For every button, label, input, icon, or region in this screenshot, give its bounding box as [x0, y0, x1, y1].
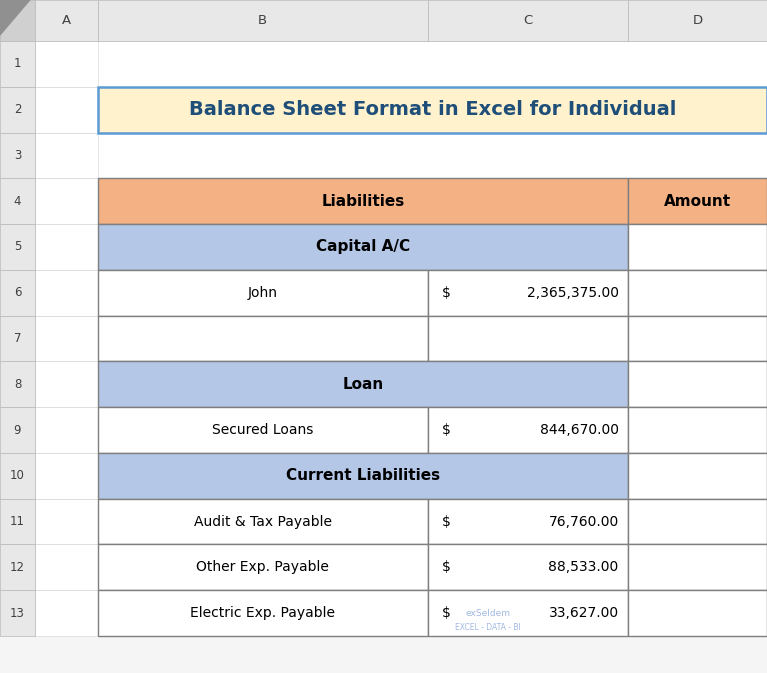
Text: 6: 6	[14, 286, 21, 299]
Text: Secured Loans: Secured Loans	[212, 423, 314, 437]
Bar	[0, 41, 35, 87]
Bar	[98, 544, 428, 590]
Text: 76,760.00: 76,760.00	[548, 515, 619, 528]
Bar	[428, 0, 628, 41]
Bar	[35, 178, 767, 224]
Bar	[628, 453, 767, 499]
Bar	[35, 590, 767, 636]
Bar	[628, 178, 767, 224]
Bar	[628, 361, 767, 407]
Bar	[628, 224, 767, 270]
Bar	[98, 270, 428, 316]
Text: A: A	[62, 14, 71, 27]
Text: EXCEL - DATA - BI: EXCEL - DATA - BI	[455, 623, 521, 633]
Bar	[35, 361, 767, 407]
Bar	[0, 453, 35, 499]
Text: C: C	[523, 14, 532, 27]
Bar	[35, 41, 767, 87]
Text: D: D	[693, 14, 703, 27]
Text: Audit & Tax Payable: Audit & Tax Payable	[194, 515, 332, 528]
Text: 7: 7	[14, 332, 21, 345]
Bar	[0, 407, 35, 453]
Text: 3: 3	[14, 149, 21, 162]
Bar	[428, 544, 628, 590]
Text: 88,533.00: 88,533.00	[548, 561, 619, 574]
Bar	[0, 224, 35, 270]
Text: $: $	[442, 286, 450, 299]
Bar	[628, 544, 767, 590]
Bar	[98, 87, 767, 133]
Text: 11: 11	[10, 515, 25, 528]
Bar	[428, 407, 628, 453]
Text: exSeldem: exSeldem	[466, 608, 510, 618]
Text: $: $	[442, 606, 450, 620]
Bar	[628, 316, 767, 361]
Bar	[98, 316, 428, 361]
Text: 13: 13	[10, 606, 25, 620]
Bar	[0, 499, 35, 544]
Text: Other Exp. Payable: Other Exp. Payable	[196, 561, 329, 574]
Bar	[35, 499, 767, 544]
Text: 9: 9	[14, 423, 21, 437]
Bar	[0, 87, 35, 133]
Bar	[0, 544, 35, 590]
Bar	[0, 178, 35, 224]
Text: 33,627.00: 33,627.00	[548, 606, 619, 620]
Bar	[628, 0, 767, 41]
Bar	[35, 270, 767, 316]
Bar	[98, 590, 428, 636]
Bar	[628, 590, 767, 636]
Bar	[628, 270, 767, 316]
Text: 5: 5	[14, 240, 21, 254]
Bar	[628, 407, 767, 453]
Text: Balance Sheet Format in Excel for Individual: Balance Sheet Format in Excel for Indivi…	[189, 100, 676, 119]
Text: 10: 10	[10, 469, 25, 483]
Text: Liabilities: Liabilities	[321, 194, 404, 209]
Text: Capital A/C: Capital A/C	[316, 240, 410, 254]
Bar	[0, 590, 35, 636]
Text: 2,365,375.00: 2,365,375.00	[527, 286, 619, 299]
Bar	[0, 361, 35, 407]
Bar	[0, 316, 35, 361]
Text: Current Liabilities: Current Liabilities	[286, 468, 440, 483]
Bar	[98, 453, 628, 499]
Bar	[98, 407, 428, 453]
Text: 844,670.00: 844,670.00	[540, 423, 619, 437]
Polygon shape	[0, 0, 30, 35]
Bar	[98, 361, 628, 407]
Text: 2: 2	[14, 103, 21, 116]
Bar	[35, 407, 767, 453]
Bar	[0, 133, 35, 178]
Text: Loan: Loan	[342, 377, 384, 392]
Text: B: B	[258, 14, 268, 27]
Text: Amount: Amount	[664, 194, 731, 209]
Bar	[428, 499, 628, 544]
Text: 8: 8	[14, 378, 21, 391]
Bar	[35, 87, 767, 133]
Text: Electric Exp. Payable: Electric Exp. Payable	[190, 606, 335, 620]
Bar	[98, 499, 428, 544]
Bar	[35, 544, 767, 590]
Text: 12: 12	[10, 561, 25, 574]
Bar	[98, 0, 428, 41]
Text: $: $	[442, 423, 450, 437]
Bar	[35, 0, 98, 41]
Bar	[35, 453, 767, 499]
Bar	[0, 0, 35, 41]
Bar	[428, 590, 628, 636]
Bar	[98, 224, 628, 270]
Text: 4: 4	[14, 194, 21, 208]
Text: $: $	[442, 515, 450, 528]
Bar	[628, 499, 767, 544]
Bar	[98, 178, 628, 224]
Text: John: John	[248, 286, 278, 299]
Bar	[428, 270, 628, 316]
Bar	[35, 133, 767, 178]
Text: $: $	[442, 561, 450, 574]
Bar	[35, 316, 767, 361]
Bar	[35, 224, 767, 270]
Bar	[428, 316, 628, 361]
Text: 1: 1	[14, 57, 21, 71]
Bar	[0, 270, 35, 316]
